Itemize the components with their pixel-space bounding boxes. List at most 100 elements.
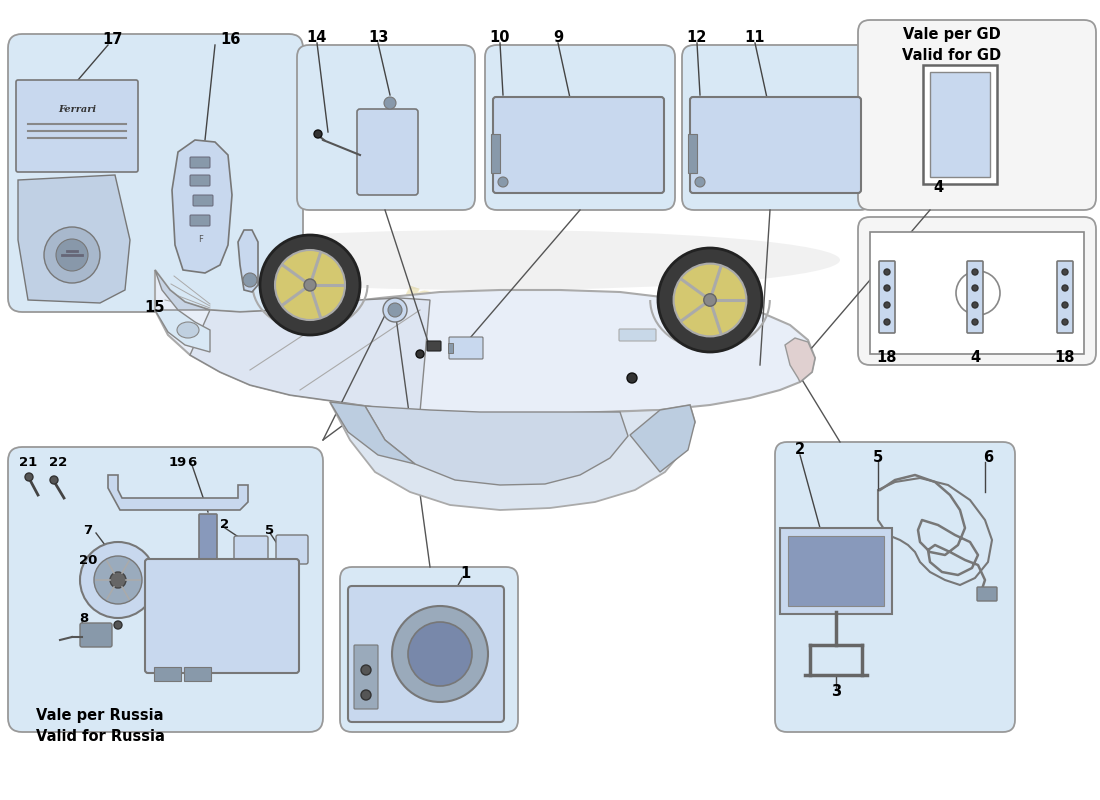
Text: 15: 15 — [145, 301, 165, 315]
Text: 7: 7 — [84, 523, 92, 537]
FancyBboxPatch shape — [776, 442, 1015, 732]
FancyBboxPatch shape — [192, 195, 213, 206]
Polygon shape — [155, 270, 210, 310]
Circle shape — [114, 621, 122, 629]
Text: 14: 14 — [307, 30, 327, 46]
Ellipse shape — [177, 322, 199, 338]
Text: 10: 10 — [490, 30, 510, 46]
FancyBboxPatch shape — [688, 134, 696, 173]
Text: 4: 4 — [933, 181, 943, 195]
Circle shape — [25, 473, 33, 481]
Circle shape — [884, 285, 890, 291]
Polygon shape — [155, 310, 210, 352]
FancyBboxPatch shape — [190, 215, 210, 226]
Circle shape — [498, 177, 508, 187]
Polygon shape — [238, 230, 258, 292]
Circle shape — [972, 269, 978, 275]
Text: 2: 2 — [795, 442, 805, 458]
Text: 1985: 1985 — [522, 338, 678, 433]
Circle shape — [408, 622, 472, 686]
Text: 2: 2 — [220, 518, 230, 531]
FancyBboxPatch shape — [491, 134, 499, 173]
FancyBboxPatch shape — [276, 535, 308, 564]
Circle shape — [304, 279, 316, 291]
FancyBboxPatch shape — [449, 337, 483, 359]
FancyBboxPatch shape — [8, 34, 302, 312]
FancyBboxPatch shape — [858, 217, 1096, 365]
Text: 5: 5 — [873, 450, 883, 466]
FancyBboxPatch shape — [493, 97, 664, 193]
Text: 12: 12 — [686, 30, 707, 46]
Text: 8: 8 — [79, 611, 89, 625]
Circle shape — [704, 294, 716, 306]
FancyBboxPatch shape — [682, 45, 872, 210]
FancyBboxPatch shape — [977, 587, 997, 601]
FancyBboxPatch shape — [340, 567, 518, 732]
Circle shape — [1062, 319, 1068, 325]
Text: 3: 3 — [830, 685, 842, 699]
Circle shape — [243, 273, 257, 287]
Circle shape — [44, 227, 100, 283]
FancyBboxPatch shape — [930, 72, 990, 177]
FancyBboxPatch shape — [858, 20, 1096, 210]
Text: 6: 6 — [187, 455, 197, 469]
Circle shape — [383, 298, 407, 322]
Text: 18: 18 — [877, 350, 898, 365]
Circle shape — [384, 97, 396, 109]
FancyBboxPatch shape — [8, 447, 323, 732]
FancyBboxPatch shape — [619, 329, 656, 341]
FancyBboxPatch shape — [358, 109, 418, 195]
Polygon shape — [330, 402, 695, 510]
Text: Vale per Russia
Valid for Russia: Vale per Russia Valid for Russia — [35, 708, 164, 744]
FancyBboxPatch shape — [145, 559, 299, 673]
Circle shape — [972, 302, 978, 308]
FancyBboxPatch shape — [354, 645, 378, 709]
Circle shape — [94, 556, 142, 604]
Text: 19: 19 — [169, 455, 187, 469]
Text: 18: 18 — [1055, 350, 1076, 365]
Circle shape — [673, 263, 747, 336]
Polygon shape — [172, 140, 232, 273]
FancyBboxPatch shape — [184, 667, 211, 681]
Circle shape — [1062, 285, 1068, 291]
Text: 4: 4 — [970, 350, 980, 365]
Polygon shape — [785, 338, 815, 382]
Circle shape — [627, 373, 637, 383]
Ellipse shape — [140, 230, 840, 290]
Text: 5: 5 — [265, 523, 275, 537]
Circle shape — [956, 271, 1000, 315]
FancyBboxPatch shape — [348, 586, 504, 722]
Circle shape — [56, 239, 88, 271]
Text: Vale per GD
Valid for GD: Vale per GD Valid for GD — [902, 27, 1002, 63]
FancyBboxPatch shape — [448, 343, 453, 353]
Text: 1: 1 — [460, 566, 470, 581]
FancyBboxPatch shape — [788, 536, 884, 606]
FancyBboxPatch shape — [199, 514, 217, 656]
Polygon shape — [630, 405, 695, 472]
Circle shape — [110, 572, 126, 588]
FancyBboxPatch shape — [780, 528, 892, 614]
Circle shape — [361, 690, 371, 700]
Circle shape — [695, 177, 705, 187]
FancyBboxPatch shape — [16, 80, 138, 172]
Polygon shape — [18, 175, 130, 303]
FancyBboxPatch shape — [923, 65, 997, 184]
Circle shape — [260, 235, 360, 335]
Text: 6: 6 — [983, 450, 993, 466]
Circle shape — [80, 542, 156, 618]
Text: 21: 21 — [19, 455, 37, 469]
Text: 11: 11 — [745, 30, 766, 46]
Circle shape — [972, 285, 978, 291]
Circle shape — [1062, 302, 1068, 308]
FancyBboxPatch shape — [297, 45, 475, 210]
Circle shape — [314, 130, 322, 138]
Circle shape — [50, 476, 58, 484]
Polygon shape — [330, 402, 415, 464]
Circle shape — [972, 319, 978, 325]
Circle shape — [658, 248, 762, 352]
Text: passione: passione — [389, 271, 670, 409]
Circle shape — [392, 606, 488, 702]
FancyBboxPatch shape — [870, 232, 1084, 354]
FancyBboxPatch shape — [1057, 261, 1072, 333]
Circle shape — [1062, 269, 1068, 275]
